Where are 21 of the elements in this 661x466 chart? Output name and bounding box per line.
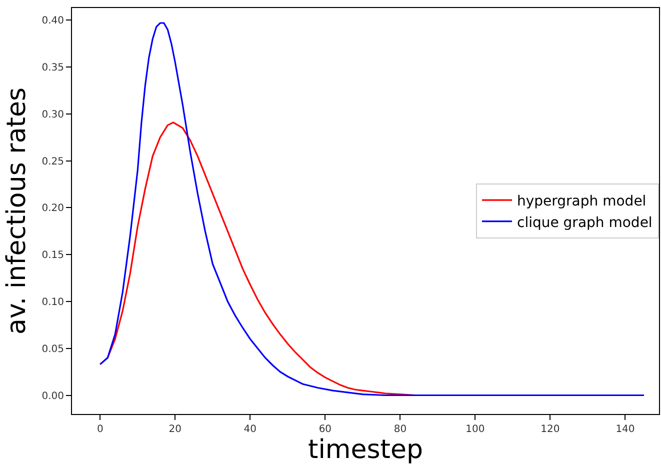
y-tick-label: 0.15: [42, 250, 64, 262]
y-tick-label: 0.00: [42, 390, 64, 402]
x-tick-label: 60: [318, 424, 332, 435]
x-tick-label: 0: [96, 424, 104, 435]
x-tick-label: 20: [168, 424, 182, 435]
y-tick-label: 0.05: [42, 344, 64, 355]
y-tick-label: 0.20: [42, 203, 64, 214]
x-tick-label: 100: [466, 424, 485, 435]
x-tick-label: 120: [540, 424, 560, 435]
legend-label: hypergraph model: [517, 194, 646, 210]
y-axis-title: av. infectious rates: [2, 88, 32, 334]
y-tick-label: 0.40: [42, 16, 64, 27]
x-tick-label: 140: [616, 424, 635, 435]
y-tick-label: 0.10: [42, 296, 64, 308]
legend-label: clique graph model: [517, 214, 652, 231]
x-axis-title: timestep: [308, 435, 423, 465]
x-tick-label: 40: [244, 424, 257, 435]
y-tick-label: 0.30: [42, 109, 64, 120]
y-tick-label: 0.25: [42, 156, 64, 168]
y-tick-label: 0.35: [42, 62, 64, 74]
x-tick-label: 80: [394, 424, 407, 435]
